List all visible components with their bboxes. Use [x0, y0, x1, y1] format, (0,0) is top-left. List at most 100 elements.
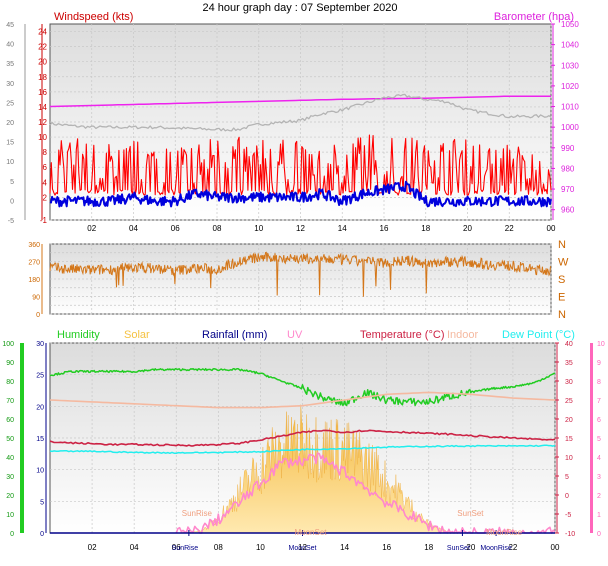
temperature-tick-label: -5 — [565, 512, 571, 519]
compass-label: N — [558, 309, 566, 321]
windspeed-tick-label: 24 — [38, 28, 47, 37]
outer-axis-tick-label: 10 — [6, 159, 14, 166]
uv-tick-label: 7 — [597, 398, 601, 405]
windspeed-tick-label: 8 — [43, 148, 48, 157]
uv-series-line — [175, 452, 556, 534]
uv-tick-label: 0 — [597, 531, 601, 538]
combined-legend: Humidity Solar Rainfall (mm) UV Temperature … — [57, 329, 575, 341]
legend-label: Dew Point (°C) — [502, 329, 575, 341]
combined-hour-tick-label: 02 — [88, 543, 97, 552]
combined-axes: 0510152025300102030405060708090100-10-50… — [2, 341, 605, 552]
humidity-tick-label: 40 — [6, 455, 14, 462]
indoor-series-line — [49, 391, 556, 409]
temperature-tick-label: 0 — [565, 493, 569, 500]
legend-label: Solar — [124, 329, 150, 341]
uv-axis-bar — [590, 343, 593, 533]
wind-hour-tick-label: 06 — [171, 224, 180, 233]
wind-direction-tick-label: 180 — [28, 277, 40, 284]
windspeed-tick-label: 4 — [43, 178, 48, 187]
barometer-tick-label: 960 — [561, 206, 575, 215]
wind_avg-series-line — [49, 180, 552, 208]
outer-axis-tick-label: 0 — [10, 198, 14, 205]
uv-tick-label: 10 — [597, 341, 605, 348]
windspeed-tick-label: 2 — [43, 193, 48, 202]
outer-axis-tick-label: 40 — [6, 42, 14, 49]
combined-hour-tick-label: 20 — [466, 543, 475, 552]
humidity-axis-bar — [20, 343, 24, 533]
event-label: SunSet — [457, 509, 484, 518]
temperature-tick-label: 10 — [565, 455, 573, 462]
wind_gust-series-line — [49, 134, 552, 196]
windspeed-tick-label: -1 — [40, 216, 48, 225]
outer-axis-tick-label: 5 — [10, 179, 14, 186]
wind-hour-tick-label: 02 — [87, 224, 96, 233]
humidity-tick-label: 0 — [10, 531, 14, 538]
windspeed-tick-label: 22 — [38, 43, 47, 52]
temperature-tick-label: 20 — [565, 417, 573, 424]
event-axis-label: MoonSet — [288, 545, 316, 552]
event-label: MoonSet — [294, 528, 327, 537]
uv-tick-label: 6 — [597, 417, 601, 424]
wind-hour-tick-label: 20 — [463, 224, 472, 233]
event-label: SunRise — [182, 509, 213, 518]
wind-hour-tick-label: 22 — [505, 224, 514, 233]
barometer-tick-label: 1040 — [561, 41, 579, 50]
temperature-tick-label: 25 — [565, 398, 573, 405]
windspeed-tick-label: 14 — [38, 103, 47, 112]
wind-hour-tick-label: 00 — [547, 224, 556, 233]
wind-direction-series-line — [49, 251, 551, 297]
uv-tick-label: 5 — [597, 436, 601, 443]
wind-direction-tick-label: 270 — [28, 260, 40, 267]
humidity-tick-label: 50 — [6, 436, 14, 443]
temperature-tick-label: -10 — [565, 531, 575, 538]
combined-hour-tick-label: 16 — [382, 543, 391, 552]
chart-title: 24 hour graph day : 07 September 2020 — [202, 2, 397, 14]
uv-tick-label: 8 — [597, 379, 601, 386]
event-axis-label: SunRise — [172, 545, 199, 552]
combined-hour-tick-label: 14 — [340, 543, 349, 552]
wind-hour-tick-label: 18 — [421, 224, 430, 233]
event-label: MoonRise — [486, 528, 523, 537]
humidity-tick-label: 10 — [6, 512, 14, 519]
combined-hour-tick-label: 10 — [256, 543, 265, 552]
barometer-tick-label: 1000 — [561, 123, 579, 132]
wind-hour-tick-label: 12 — [296, 224, 305, 233]
windspeed-tick-label: 12 — [38, 118, 47, 127]
windspeed-tick-label: 20 — [38, 58, 47, 67]
temperature-tick-label: 35 — [565, 360, 573, 367]
outer-axis-tick-label: 15 — [6, 140, 14, 147]
wind-direction-tick-label: 90 — [32, 295, 40, 302]
humidity-tick-label: 70 — [6, 398, 14, 405]
combined-hour-tick-label: 06 — [172, 543, 181, 552]
wind-direction-tick-label: 0 — [36, 312, 40, 319]
legend-label: Humidity — [57, 329, 100, 341]
rainfall-tick-label: 20 — [36, 404, 44, 411]
legend-label: Indoor — [447, 329, 479, 341]
uv-tick-label: 9 — [597, 360, 601, 367]
windspeed-tick-label: 18 — [38, 73, 47, 82]
temperature-tick-label: 5 — [565, 474, 569, 481]
uv-tick-label: 4 — [597, 455, 601, 462]
wind-direction-grid — [50, 243, 552, 315]
combined-hour-tick-label: 12 — [298, 543, 307, 552]
barometer-label: Barometer (hpa) — [494, 11, 574, 23]
humidity-tick-label: 90 — [6, 360, 14, 367]
compass-label: W — [558, 257, 569, 269]
outer-axis-tick-label: 25 — [6, 100, 14, 107]
rainfall-tick-label: 10 — [36, 468, 44, 475]
barometer-tick-label: 1050 — [561, 20, 579, 29]
outer-axis-tick-label: -5 — [8, 218, 14, 225]
compass-label: S — [558, 274, 565, 286]
windspeed-tick-label: 16 — [38, 88, 47, 97]
wind-hour-tick-label: 16 — [380, 224, 389, 233]
wind-series — [49, 93, 552, 208]
humidity-series-line — [49, 367, 556, 407]
outer-axis-tick-label: 30 — [6, 81, 14, 88]
temperature-series-line — [49, 429, 556, 447]
combined-hour-tick-label: 00 — [551, 543, 560, 552]
rainfall-tick-label: 30 — [36, 341, 44, 348]
barometer-tick-label: 980 — [561, 164, 575, 173]
